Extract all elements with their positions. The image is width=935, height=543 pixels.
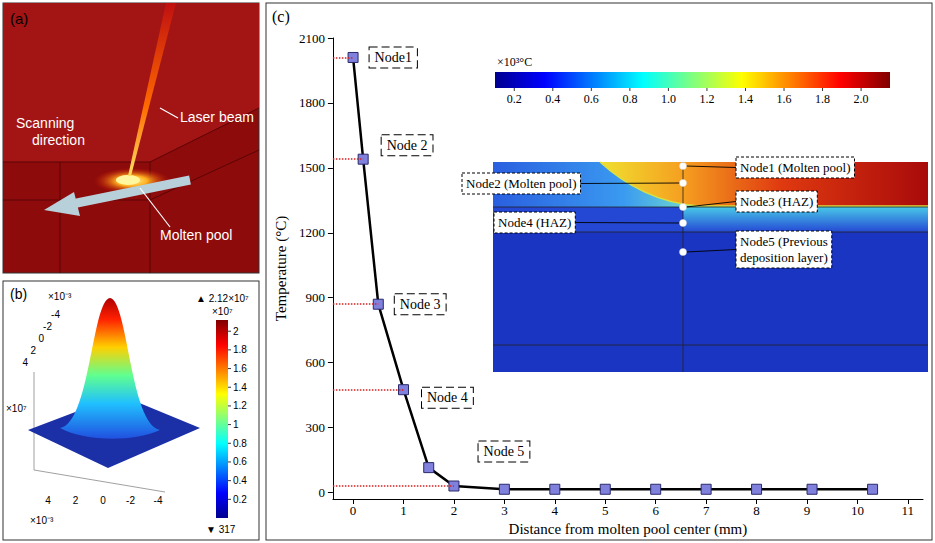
svg-text:0.4: 0.4 (233, 475, 247, 486)
svg-text:0: 0 (38, 333, 44, 344)
svg-text:0.6: 0.6 (584, 92, 599, 106)
svg-text:Node2 (Molten pool): Node2 (Molten pool) (466, 176, 576, 191)
svg-text:0: 0 (100, 495, 106, 506)
svg-text:Node5 (Previousdeposition laye: Node5 (Previousdeposition layer) (740, 234, 828, 265)
svg-text:1800: 1800 (299, 95, 325, 110)
svg-text:1.2: 1.2 (233, 400, 247, 411)
svg-text:-4: -4 (154, 495, 163, 506)
svg-text:Node 3: Node 3 (400, 297, 441, 312)
svg-text:1.6: 1.6 (777, 92, 792, 106)
svg-text:2: 2 (233, 326, 239, 337)
svg-text:2100: 2100 (299, 31, 325, 46)
svg-text:▲ 2.12×10⁷: ▲ 2.12×10⁷ (196, 293, 249, 304)
svg-text:9: 9 (804, 503, 811, 518)
svg-text:900: 900 (305, 290, 325, 305)
svg-text:(b): (b) (10, 286, 27, 302)
svg-text:1.6: 1.6 (233, 363, 247, 374)
svg-text:▼ 317: ▼ 317 (206, 524, 236, 535)
svg-text:11: 11 (902, 503, 915, 518)
svg-text:0.8: 0.8 (233, 438, 247, 449)
svg-text:6: 6 (652, 503, 659, 518)
svg-text:Temperature (°C): Temperature (°C) (273, 216, 290, 321)
svg-text:Laser beam: Laser beam (180, 109, 254, 125)
svg-text:×10³°C: ×10³°C (497, 55, 532, 69)
svg-text:Node 4: Node 4 (427, 390, 468, 405)
svg-text:Molten pool: Molten pool (160, 227, 232, 243)
svg-text:2: 2 (73, 495, 79, 506)
svg-text:Distance from molten pool cent: Distance from molten pool center (mm) (509, 521, 748, 538)
svg-text:Node 5: Node 5 (484, 444, 525, 459)
svg-text:(a): (a) (10, 10, 28, 27)
svg-text:4: 4 (552, 503, 559, 518)
svg-text:Node 2: Node 2 (387, 138, 428, 153)
svg-text:2: 2 (30, 345, 36, 356)
svg-text:Node4 (HAZ): Node4 (HAZ) (498, 215, 571, 230)
svg-text:0.8: 0.8 (622, 92, 637, 106)
svg-text:300: 300 (305, 420, 325, 435)
svg-text:1: 1 (233, 419, 239, 430)
svg-text:0: 0 (350, 503, 357, 518)
svg-text:2.0: 2.0 (854, 92, 869, 106)
svg-text:1.0: 1.0 (661, 92, 676, 106)
svg-text:Node1: Node1 (375, 50, 412, 65)
svg-text:-2: -2 (43, 321, 52, 332)
svg-text:Node3 (HAZ): Node3 (HAZ) (740, 194, 813, 209)
svg-text:1.8: 1.8 (233, 344, 247, 355)
svg-text:1200: 1200 (299, 225, 325, 240)
svg-text:3: 3 (501, 503, 508, 518)
svg-text:600: 600 (305, 355, 325, 370)
svg-text:7: 7 (703, 503, 710, 518)
svg-text:×10⁻³: ×10⁻³ (30, 515, 54, 526)
svg-text:1.8: 1.8 (815, 92, 830, 106)
svg-text:1.4: 1.4 (233, 382, 247, 393)
svg-text:1500: 1500 (299, 160, 325, 175)
svg-text:0.6: 0.6 (233, 456, 247, 467)
svg-text:1.2: 1.2 (699, 92, 714, 106)
svg-text:0.4: 0.4 (545, 92, 560, 106)
svg-text:×10⁷: ×10⁷ (6, 403, 27, 414)
svg-text:0.2: 0.2 (233, 494, 247, 505)
svg-text:(c): (c) (272, 8, 290, 26)
svg-text:10: 10 (851, 503, 864, 518)
svg-text:5: 5 (602, 503, 609, 518)
svg-text:8: 8 (753, 503, 760, 518)
svg-text:1.4: 1.4 (738, 92, 753, 106)
svg-text:Scanningdirection: Scanningdirection (16, 115, 85, 148)
svg-text:×10⁻³: ×10⁻³ (48, 291, 72, 302)
svg-text:0: 0 (318, 485, 325, 500)
svg-text:2: 2 (451, 503, 458, 518)
svg-text:1: 1 (400, 503, 407, 518)
svg-text:0.2: 0.2 (507, 92, 522, 106)
svg-text:-2: -2 (126, 495, 135, 506)
svg-text:×10⁷: ×10⁷ (212, 306, 233, 317)
svg-text:4: 4 (45, 495, 51, 506)
svg-text:4: 4 (22, 357, 28, 368)
svg-text:Node1 (Molten pool): Node1 (Molten pool) (740, 160, 850, 175)
svg-text:-4: -4 (51, 309, 60, 320)
